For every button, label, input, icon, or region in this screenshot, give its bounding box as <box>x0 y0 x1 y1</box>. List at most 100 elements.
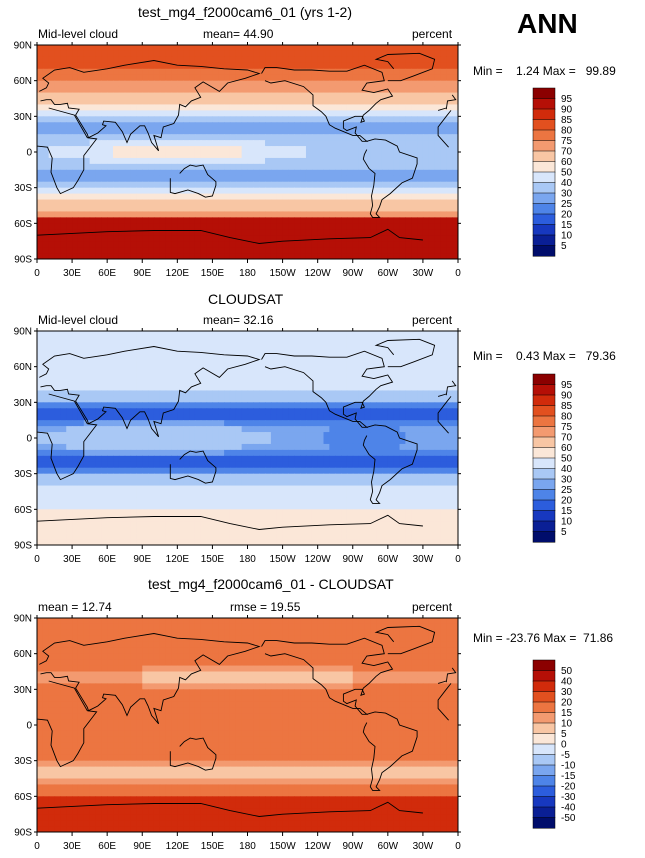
field-cell <box>60 134 67 141</box>
field-cell <box>189 438 196 445</box>
field-cell <box>42 193 50 201</box>
field-cell <box>177 199 184 207</box>
field-cell <box>159 128 167 135</box>
field-cell <box>417 157 424 165</box>
field-cell <box>241 169 249 177</box>
field-cell <box>329 473 336 481</box>
field-cell <box>376 122 383 129</box>
field-cell <box>241 187 249 195</box>
field-cell <box>370 342 377 350</box>
field-cell <box>124 515 132 522</box>
field-cell <box>42 223 50 230</box>
field-cell <box>148 152 155 159</box>
field-cell <box>89 408 97 415</box>
field-cell <box>282 467 290 475</box>
field-cell <box>265 497 272 504</box>
field-cell <box>376 211 383 218</box>
field-cell <box>265 217 272 224</box>
field-cell <box>323 515 330 522</box>
field-cell <box>118 473 126 481</box>
field-cell <box>224 360 231 368</box>
field-cell <box>212 384 219 392</box>
field-cell <box>259 455 266 463</box>
field-cell <box>165 426 173 433</box>
field-cell <box>194 223 202 230</box>
field-cell <box>241 86 249 94</box>
panel3-units-label: percent <box>412 600 453 614</box>
field-cell <box>206 45 214 52</box>
field-cell <box>194 467 202 475</box>
field-cell <box>300 163 307 171</box>
field-cell <box>346 461 354 469</box>
field-cell <box>218 443 225 451</box>
field-cell <box>270 461 278 469</box>
field-cell <box>153 354 161 362</box>
field-cell <box>107 169 114 177</box>
field-cell <box>311 515 319 522</box>
field-cell <box>37 384 44 392</box>
field-cell <box>212 491 219 499</box>
field-cell <box>54 366 61 374</box>
field-cell <box>171 163 178 171</box>
field-cell <box>212 390 219 397</box>
field-cell <box>417 360 424 368</box>
field-cell <box>265 122 272 129</box>
field-cell <box>346 473 354 481</box>
field-cell <box>241 205 249 213</box>
field-cell <box>107 193 114 201</box>
field-cell <box>229 378 237 386</box>
field-cell <box>452 443 458 451</box>
field-cell <box>317 211 325 218</box>
field-cell <box>148 45 155 52</box>
field-cell <box>259 181 266 189</box>
field-cell <box>189 473 196 481</box>
field-cell <box>270 187 278 195</box>
field-cell <box>177 509 184 516</box>
field-cell <box>259 390 266 397</box>
field-cell <box>323 92 330 100</box>
field-cell <box>288 128 295 135</box>
field-cell <box>189 378 196 386</box>
field-cell <box>89 348 97 356</box>
field-cell <box>113 467 120 475</box>
field-cell <box>253 152 260 159</box>
field-cell <box>171 366 178 374</box>
field-cell <box>376 163 383 171</box>
field-cell <box>177 211 184 218</box>
field-cell <box>83 426 91 433</box>
field-cell <box>358 152 366 159</box>
field-cell <box>72 491 79 499</box>
field-cell <box>282 98 290 106</box>
field-cell <box>428 140 436 147</box>
field-cell <box>288 408 295 415</box>
field-cell <box>440 146 447 153</box>
field-cell <box>346 432 354 439</box>
field-cell <box>358 199 366 207</box>
field-cell <box>72 98 79 106</box>
field-cell <box>136 372 143 380</box>
field-cell <box>130 169 138 177</box>
panel1-mean-label: mean= 44.90 <box>203 27 274 41</box>
field-cell <box>101 205 108 213</box>
field-cell <box>72 157 79 165</box>
field-cell <box>200 366 208 374</box>
field-cell <box>54 331 61 338</box>
field-cell <box>212 217 219 224</box>
field-cell <box>206 408 214 415</box>
field-cell <box>253 211 260 218</box>
field-cell <box>341 152 348 159</box>
field-cell <box>452 473 458 481</box>
field-cell <box>452 80 458 88</box>
field-cell <box>66 331 73 338</box>
field-cell <box>335 509 342 516</box>
field-cell <box>48 438 56 445</box>
field-cell <box>376 98 383 106</box>
field-cell <box>428 128 436 135</box>
field-cell <box>153 211 161 218</box>
field-cell <box>153 247 161 254</box>
field-cell <box>165 56 173 64</box>
field-cell <box>294 515 301 522</box>
field-cell <box>241 449 249 457</box>
field-cell <box>364 110 371 117</box>
field-cell <box>194 80 202 88</box>
